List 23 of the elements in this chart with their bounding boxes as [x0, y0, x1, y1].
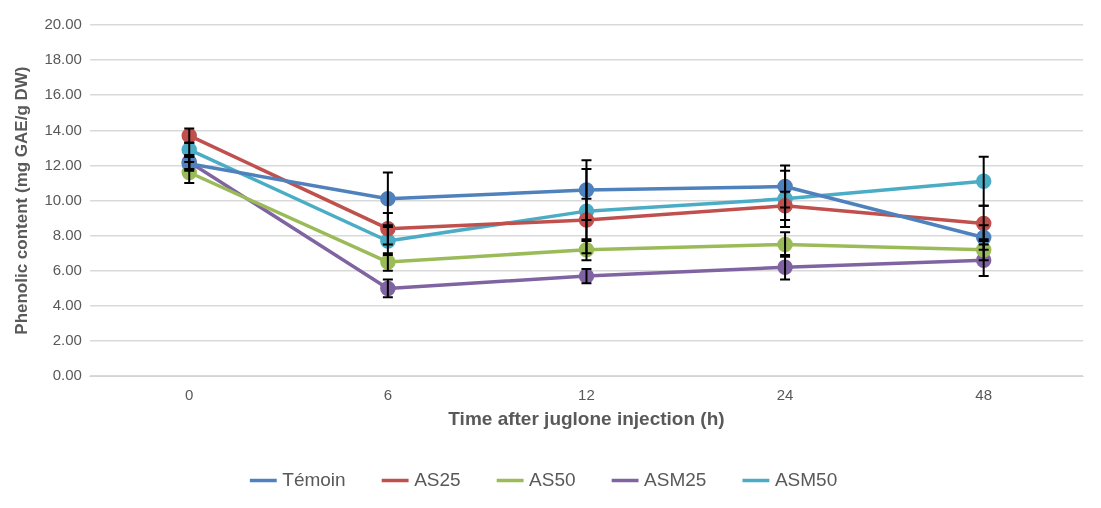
y-tick-label: 6.00: [52, 260, 82, 278]
x-tick-label: 48: [975, 386, 993, 404]
y-axis-title: Phenolic content (mg GAE/g DW): [11, 66, 31, 335]
y-tick-label: 14.00: [44, 120, 82, 138]
y-tick-label: 0.00: [52, 366, 82, 384]
x-tick-label: 0: [185, 386, 194, 404]
x-tick-label: 12: [578, 386, 595, 404]
legend-label: Témoin: [282, 468, 346, 490]
y-tick-label: 10.00: [44, 190, 82, 208]
x-tick-label: 6: [383, 386, 393, 404]
y-tick-label: 8.00: [52, 225, 82, 243]
legend-label: AS50: [529, 468, 576, 490]
y-tick-label: 2.00: [52, 331, 82, 349]
x-axis-title: Time after juglone injection (h): [448, 407, 725, 429]
y-tick-label: 18.00: [44, 50, 82, 68]
legend-label: AS25: [414, 468, 461, 490]
legend-label: ASM25: [644, 468, 707, 490]
x-tick-label: 24: [776, 386, 794, 404]
y-tick-label: 16.00: [44, 85, 82, 103]
legend-label: ASM50: [774, 468, 838, 490]
y-tick-label: 12.00: [44, 155, 82, 173]
y-tick-label: 20.00: [44, 15, 82, 33]
y-tick-label: 4.00: [52, 296, 82, 314]
